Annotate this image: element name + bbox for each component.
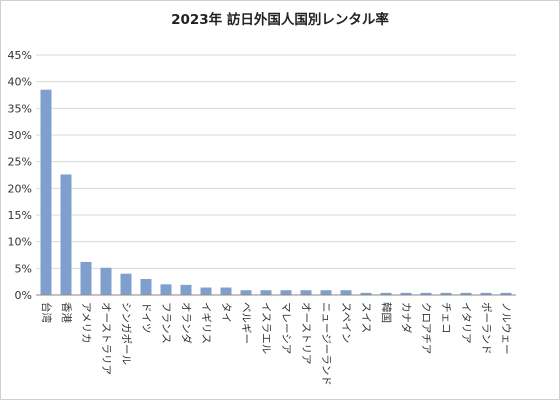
x-category-label: イスラエル xyxy=(260,302,272,354)
y-tick-label: 40% xyxy=(8,76,32,89)
bar xyxy=(300,290,312,295)
bar xyxy=(400,292,412,295)
bar xyxy=(140,279,152,295)
bar xyxy=(40,89,52,296)
x-category-label: イタリア xyxy=(460,302,472,344)
y-tick-label: 45% xyxy=(8,49,32,62)
x-category-label: オーストラリア xyxy=(100,302,112,375)
x-category-label: スペイン xyxy=(340,302,352,343)
bar xyxy=(100,267,112,295)
bar xyxy=(460,292,472,295)
x-category-label: ベルギー xyxy=(240,302,252,344)
bar xyxy=(360,292,372,295)
x-category-label: ドイツ xyxy=(140,302,152,334)
x-category-label: オーストリア xyxy=(300,302,312,364)
bar xyxy=(420,292,432,295)
bar xyxy=(280,290,292,295)
bar xyxy=(120,273,132,295)
x-category-label: ノルウェー xyxy=(500,302,512,355)
x-category-label: 韓国 xyxy=(380,302,392,323)
y-tick-label: 25% xyxy=(8,156,32,169)
bar xyxy=(220,287,232,295)
bars xyxy=(40,89,512,296)
x-category-label: オランダ xyxy=(180,302,193,344)
x-category-label: 香港 xyxy=(60,302,72,323)
gridlines xyxy=(36,54,516,269)
bar xyxy=(380,292,392,295)
bar xyxy=(200,287,212,295)
y-tick-label: 10% xyxy=(8,236,32,249)
bar xyxy=(80,261,92,295)
y-tick-label: 0% xyxy=(15,289,32,302)
x-category-label: カナダ xyxy=(400,302,413,334)
bar xyxy=(180,284,192,295)
bar xyxy=(500,292,512,295)
x-category-label: イギリス xyxy=(200,302,212,344)
y-tick-label: 35% xyxy=(8,102,32,115)
x-axis-labels: 台湾 香港 アメリカ オーストラリア シンガポール ドイツ フランス オランダ イギリス タイ ベル… xyxy=(40,302,512,386)
y-tick-label: 30% xyxy=(8,129,32,142)
x-category-label: シンガポール xyxy=(120,302,132,365)
x-category-label: チェコ xyxy=(440,302,452,334)
y-tick-label: 20% xyxy=(8,182,32,195)
x-category-label: フランス xyxy=(160,302,172,344)
x-category-label: タイ xyxy=(220,302,232,323)
x-category-label: アメリカ xyxy=(80,302,92,343)
y-tick-label: 15% xyxy=(8,209,32,222)
bar xyxy=(440,292,452,295)
bar xyxy=(340,290,352,295)
x-category-label: ポーランド xyxy=(480,302,492,355)
chart-title: 2023年 訪日外国人国別レンタル率 xyxy=(171,12,389,28)
x-category-label: クロアチア xyxy=(420,302,432,354)
x-category-label: スイス xyxy=(360,302,372,333)
bar xyxy=(160,284,172,295)
x-category-label: ニュージーランド xyxy=(320,302,332,386)
bar xyxy=(260,290,272,295)
y-axis-ticks: 0% 5% 10% 15% 20% 25% 30% 35% 40% 45% xyxy=(8,49,32,302)
y-tick-label: 5% xyxy=(15,262,32,275)
bar xyxy=(60,174,72,295)
x-category-label: マレーシア xyxy=(280,302,292,354)
x-category-label: 台湾 xyxy=(40,302,53,323)
bar xyxy=(240,290,252,295)
bar xyxy=(480,292,492,295)
bar xyxy=(320,290,332,295)
